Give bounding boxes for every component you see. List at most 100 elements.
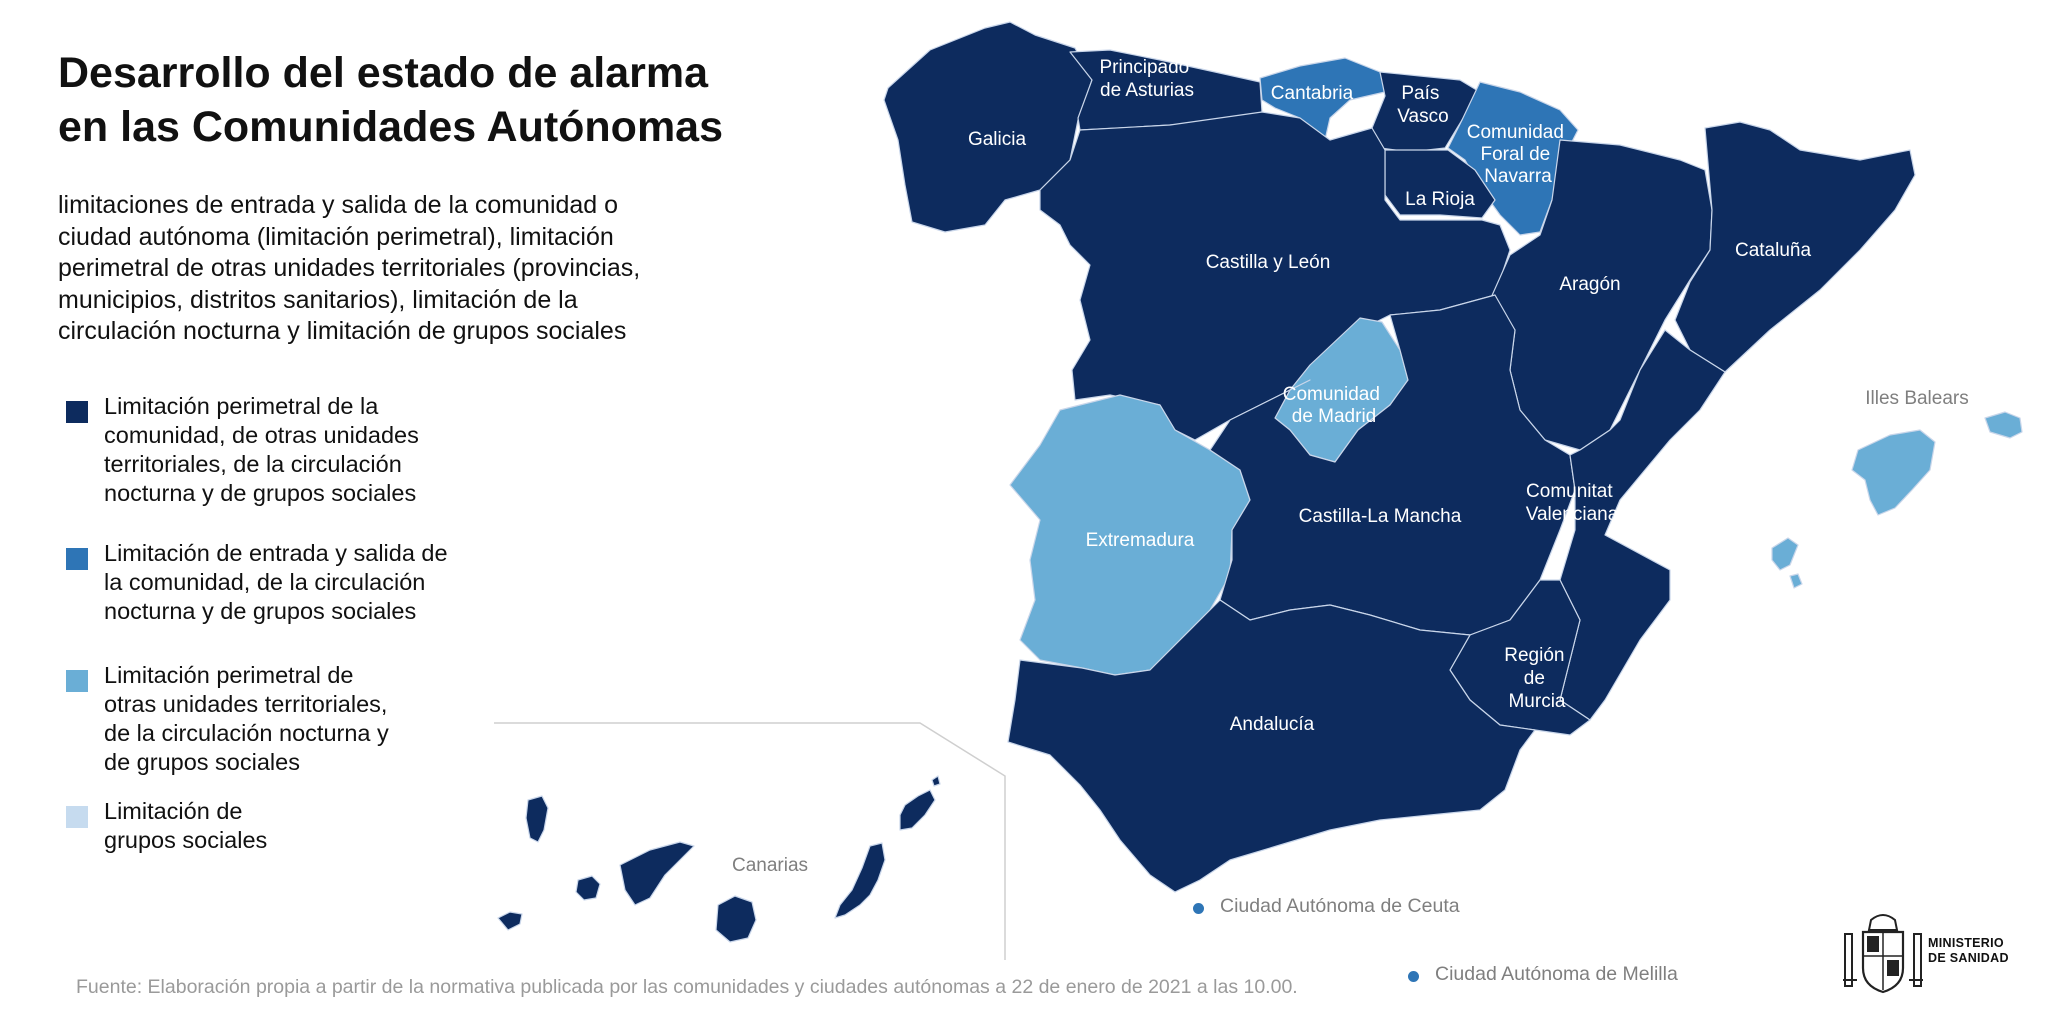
label-pais-vasco-line: País <box>1401 83 1439 104</box>
label-castilla-la-mancha: Castilla-La Mancha <box>1299 506 1462 527</box>
legend-swatch-4 <box>66 806 88 828</box>
label-madrid-line: de Madrid <box>1292 406 1377 427</box>
region-pais-vasco <box>1371 71 1481 153</box>
label-valenciana-line: Valenciana <box>1526 504 1619 525</box>
label-extremadura-text: Extremadura <box>1086 530 1195 551</box>
city-melilla-dot <box>1408 971 1419 982</box>
legend-line: otras unidades territoriales, <box>104 691 388 717</box>
label-asturias-line: de Asturias <box>1100 80 1194 101</box>
region-baleares-ibiza <box>1771 537 1799 571</box>
region-baleares-menorca <box>1984 411 2023 439</box>
label-asturias: Principado de Asturias <box>1099 57 1194 101</box>
label-andalucia-text: Andalucía <box>1230 714 1315 735</box>
label-andalucia: Andalucía <box>1230 714 1315 735</box>
ministerio-logo: MINISTERIO DE SANIDAD <box>1843 910 2023 1000</box>
region-canarias-la-gomera <box>575 875 601 901</box>
legend-text-1: Limitación perimetral de la comunidad, d… <box>104 392 419 508</box>
legend-text-3: Limitación perimetral de otras unidades … <box>104 661 389 777</box>
label-castilla-leon-text: Castilla y León <box>1206 252 1331 273</box>
region-la-rioja <box>1384 149 1496 219</box>
label-canarias-text: Canarias <box>732 855 808 876</box>
label-cataluna-text: Cataluña <box>1735 240 1811 261</box>
label-galicia-text: Galicia <box>968 129 1027 150</box>
legend-text-2: Limitación de entrada y salida de la com… <box>104 539 448 626</box>
subtitle-line: circulación nocturna y limitación de gru… <box>58 317 627 345</box>
legend-line: nocturna y de grupos sociales <box>104 598 417 624</box>
label-madrid: Comunidad de Madrid <box>1283 384 1385 427</box>
city-ceuta-label: Ciudad Autónoma de Ceuta <box>1220 895 1460 917</box>
legend-line: Limitación perimetral de la <box>104 393 379 419</box>
legend-text-4: Limitación de grupos sociales <box>104 797 267 855</box>
region-canarias-tenerife <box>619 841 695 906</box>
region-valenciana <box>1559 329 1726 721</box>
label-baleares-text: Illes Balears <box>1865 388 1969 409</box>
region-baleares-formentera <box>1789 573 1803 589</box>
region-andalucia <box>1007 599 1536 893</box>
legend-swatch-3 <box>66 670 88 692</box>
region-canarias-fuerteventura <box>834 842 886 919</box>
legend-line: territoriales, de la circulación <box>104 451 402 477</box>
subtitle-line: limitaciones de entrada y salida de la c… <box>58 191 619 219</box>
label-navarra-line: Navarra <box>1484 166 1552 187</box>
region-cantabria <box>1259 57 1386 141</box>
legend-line: grupos sociales <box>104 827 268 853</box>
source-note: Fuente: Elaboración propia a partir de l… <box>76 976 1298 998</box>
region-canarias-graciosa <box>931 775 941 787</box>
legend-line: comunidad, de otras unidades <box>104 422 419 448</box>
subtitle-line: municipios, distritos sanitarios), limit… <box>58 285 578 314</box>
label-aragon: Aragón <box>1559 274 1620 295</box>
legend-line: la comunidad, de la circulación <box>104 569 426 595</box>
label-cantabria: Cantabria <box>1271 83 1354 104</box>
label-la-rioja: La Rioja <box>1405 189 1475 210</box>
region-navarra <box>1447 81 1579 236</box>
region-canarias-la-palma <box>525 795 549 843</box>
label-canarias: Canarias <box>732 855 808 876</box>
legend-line: nocturna y de grupos sociales <box>104 480 417 506</box>
label-murcia-line: de <box>1524 668 1545 689</box>
label-navarra-line: Foral de <box>1481 144 1551 165</box>
page-title: Desarrollo del estado de alarma en las C… <box>58 46 818 154</box>
canarias-inset-frame <box>494 722 1006 960</box>
label-valenciana-line: Comunitat <box>1526 481 1613 502</box>
region-cataluna <box>1674 121 1916 373</box>
subtitle-line: perimetral de otras unidades territorial… <box>58 254 641 282</box>
label-navarra: Comunidad Foral de Navarra <box>1467 122 1569 187</box>
legend-line: de grupos sociales <box>104 749 300 775</box>
legend-line: Limitación perimetral de <box>104 662 354 688</box>
logo-line-1: MINISTERIO <box>1928 936 2004 950</box>
label-asturias-line: Principado <box>1099 57 1189 78</box>
region-baleares-mallorca <box>1851 429 1936 516</box>
coat-of-arms-icon <box>1843 914 1923 994</box>
label-murcia-line: Murcia <box>1508 691 1565 712</box>
city-melilla-label: Ciudad Autónoma de Melilla <box>1435 963 1678 985</box>
label-cataluna: Cataluña <box>1735 240 1811 261</box>
subtitle-line: ciudad autónoma (limitación perimetral),… <box>58 222 614 251</box>
ministerio-text: MINISTERIO DE SANIDAD <box>1928 936 2009 966</box>
label-aragon-text: Aragón <box>1559 274 1620 295</box>
label-valenciana: Comunitat Valenciana <box>1526 481 1619 525</box>
legend-line: de la circulación nocturna y <box>104 720 389 746</box>
label-castilla-leon: Castilla y León <box>1206 252 1331 273</box>
region-canarias-gran-canaria <box>715 895 757 943</box>
subtitle: limitaciones de entrada y salida de la c… <box>58 190 698 348</box>
city-ceuta: Ciudad Autónoma de Ceuta <box>1193 895 1460 918</box>
city-ceuta-dot <box>1193 903 1204 914</box>
region-canarias-lanzarote <box>899 789 936 831</box>
label-cantabria-text: Cantabria <box>1271 83 1354 104</box>
label-castilla-la-mancha-text: Castilla-La Mancha <box>1299 506 1462 527</box>
logo-line-2: DE SANIDAD <box>1928 951 2009 965</box>
legend-line: Limitación de <box>104 798 243 824</box>
label-baleares: Illes Balears <box>1865 388 1969 409</box>
label-pais-vasco: País Vasco <box>1397 83 1448 127</box>
label-murcia-line: Región <box>1504 645 1564 666</box>
legend-swatch-2 <box>66 548 88 570</box>
title-line-2: en las Comunidades Autónomas <box>58 103 724 151</box>
legend-swatch-1 <box>66 401 88 423</box>
label-madrid-line: Comunidad <box>1283 384 1380 405</box>
label-galicia: Galicia <box>968 129 1027 150</box>
label-la-rioja-text: La Rioja <box>1405 189 1475 210</box>
label-pais-vasco-line: Vasco <box>1397 106 1448 127</box>
legend-line: Limitación de entrada y salida de <box>104 540 448 566</box>
label-murcia: Región de Murcia <box>1504 645 1570 712</box>
